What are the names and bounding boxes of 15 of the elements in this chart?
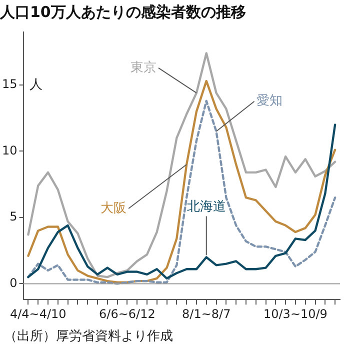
y-tick-label: 0 <box>10 276 18 290</box>
y-axis-title: 人 <box>29 77 42 92</box>
x-tick-label: 10/3~10/9 <box>263 306 328 321</box>
text: 東京 <box>130 60 156 76</box>
y-tick-label: 10 <box>2 143 18 158</box>
text: （出所）厚労省資料より作成 <box>4 328 173 345</box>
x-tick-label: 8/1~8/7 <box>182 306 231 321</box>
chart-title: 人口10万人あたりの感染者数の推移 <box>0 2 246 21</box>
x-tick-label: 4/4~4/10 <box>10 306 66 321</box>
y-tick-label: 5 <box>10 210 18 224</box>
text: 北海道 <box>186 200 226 215</box>
y-tick-label: 15 <box>2 77 18 92</box>
text: 大阪 <box>100 200 127 216</box>
x-tick-label: 6/6~6/12 <box>99 306 156 321</box>
text: 愛知 <box>256 94 282 109</box>
